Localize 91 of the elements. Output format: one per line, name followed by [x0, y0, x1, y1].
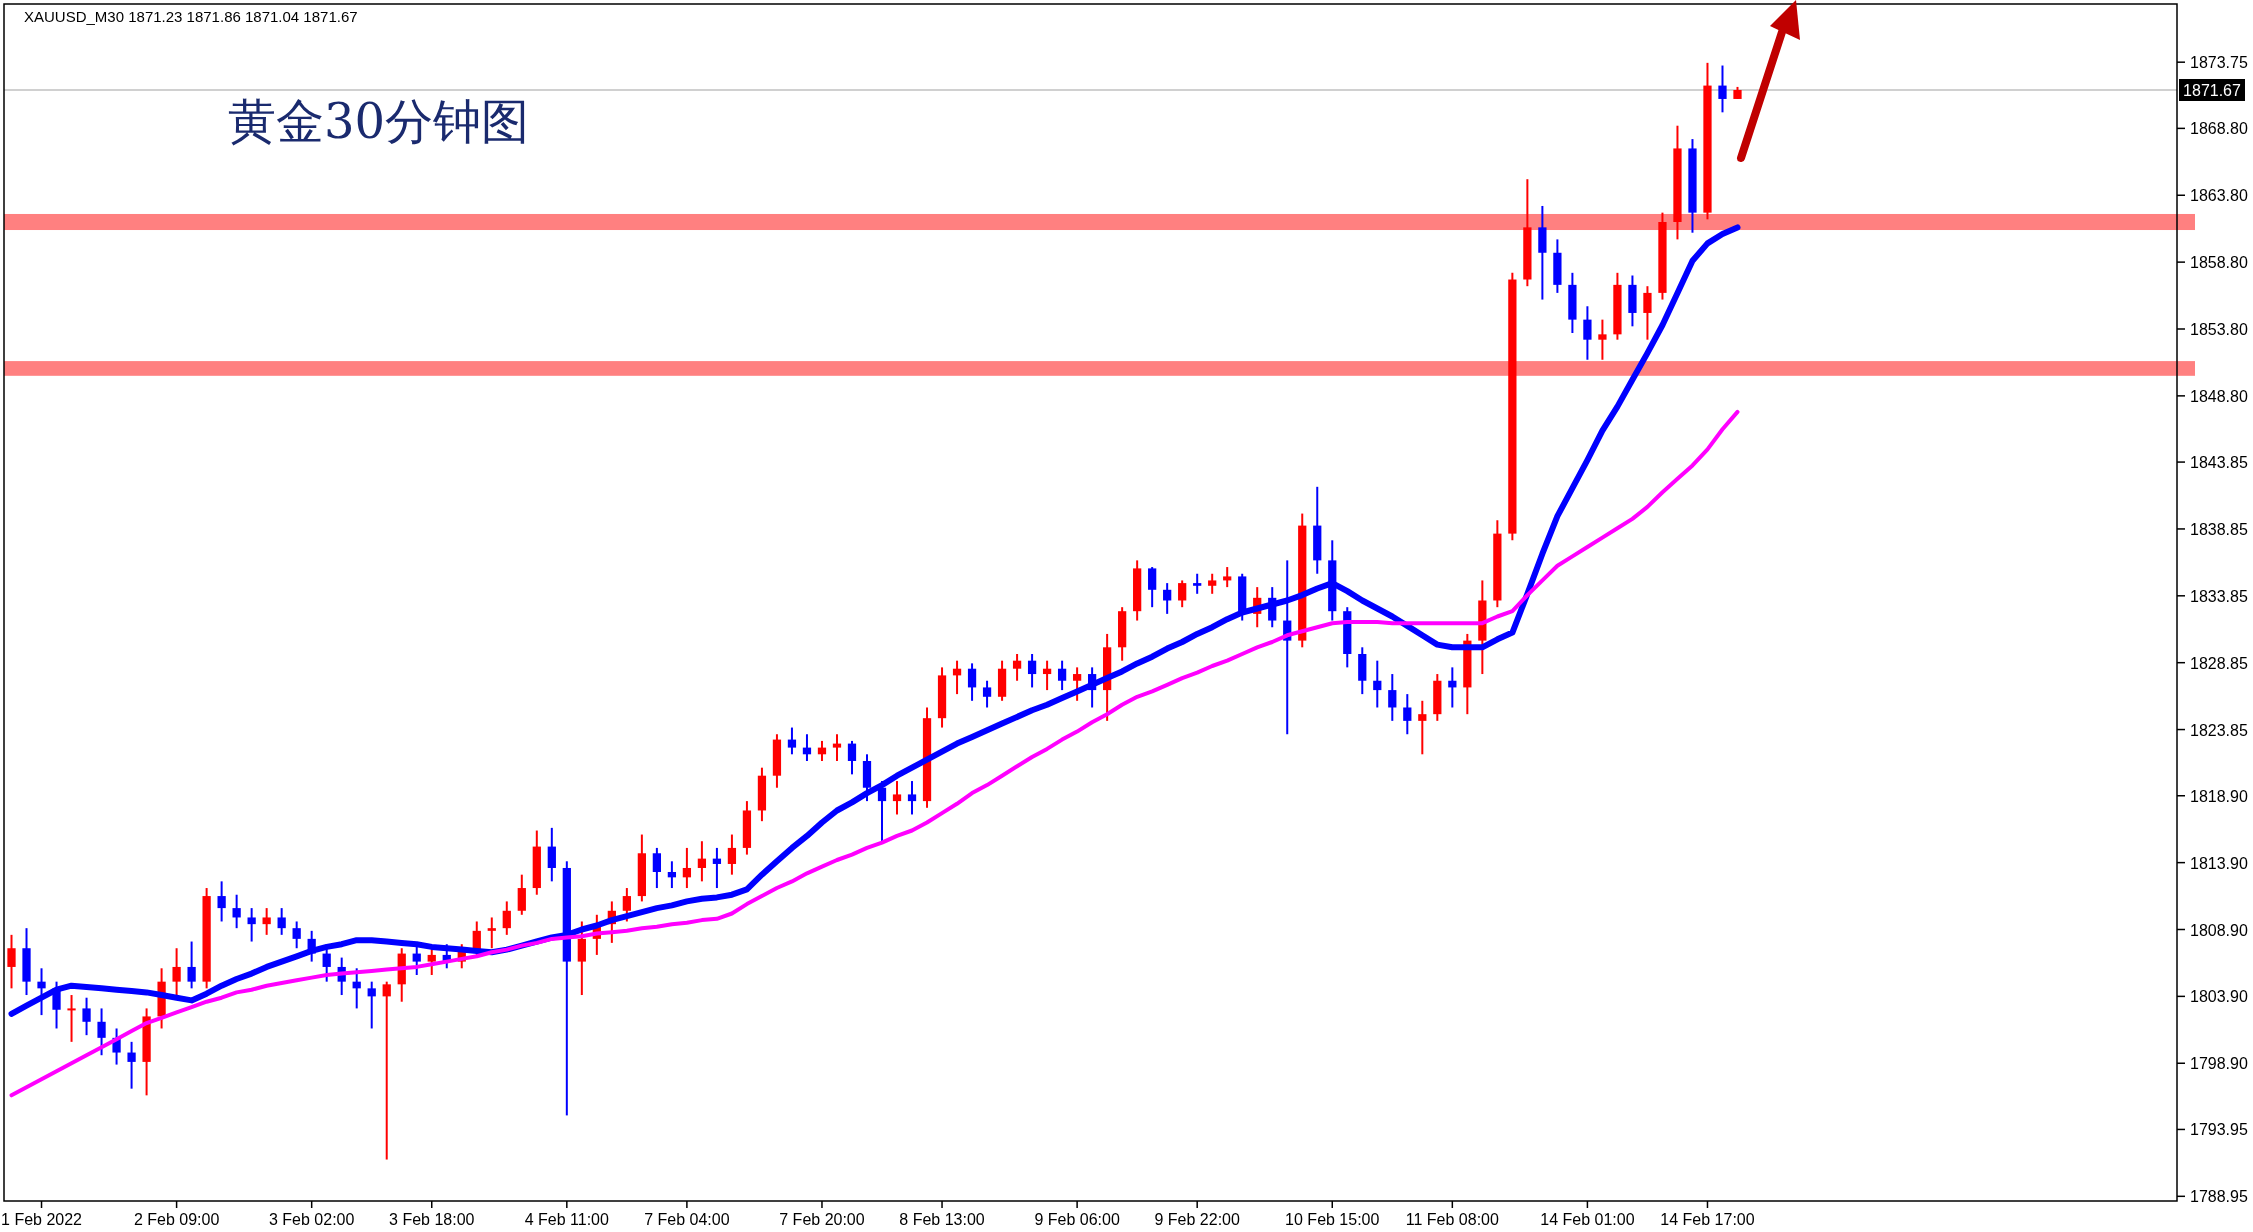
- candlestick: [7, 933, 16, 990]
- candlestick: [1718, 64, 1727, 114]
- candlestick: [82, 996, 91, 1037]
- candlestick: [1178, 579, 1187, 609]
- ref-line-label: 1871.67: [2183, 82, 2242, 99]
- candlestick: [487, 916, 496, 950]
- candlestick: [1598, 318, 1607, 361]
- y-tick-label: 1798.90: [2190, 1055, 2248, 1073]
- y-tick-label: 1838.85: [2190, 520, 2248, 538]
- y-tick-label: 1868.80: [2190, 120, 2248, 138]
- candlestick: [67, 994, 76, 1043]
- candlestick: [1373, 659, 1382, 709]
- candlestick: [1163, 582, 1172, 615]
- y-tick-label: 1833.85: [2190, 587, 2248, 605]
- candlestick: [787, 726, 797, 756]
- y-tick-label: 1788.95: [2190, 1188, 2248, 1206]
- y-tick-label: 1813.90: [2190, 854, 2248, 872]
- y-tick-label: 1858.80: [2190, 254, 2248, 272]
- y-tick-label: 1803.90: [2190, 988, 2248, 1006]
- candlestick: [277, 907, 286, 936]
- x-tick-label: 1 Feb 2022: [1, 1211, 83, 1228]
- candlestick: [97, 1007, 106, 1057]
- y-tick-label: 1793.95: [2190, 1121, 2248, 1139]
- x-tick-label: 8 Feb 13:00: [899, 1211, 985, 1228]
- candlestick: [682, 846, 692, 890]
- x-tick-label: 2 Feb 09:00: [133, 1211, 220, 1228]
- candlestick: [832, 733, 842, 762]
- x-tick-label: 14 Feb 01:00: [1540, 1211, 1635, 1228]
- candlestick: [1418, 699, 1427, 756]
- y-tick-label: 1863.80: [2190, 187, 2248, 205]
- candlestick: [247, 907, 256, 943]
- candlestick: [1193, 572, 1202, 595]
- line-series: [9, 409, 1740, 1098]
- candlestick: [667, 860, 677, 890]
- x-tick-label: 4 Feb 11:00: [524, 1211, 610, 1228]
- candlestick: [1012, 652, 1022, 682]
- candlestick: [712, 846, 722, 890]
- y-tick-label: 1848.80: [2190, 387, 2248, 405]
- candlestick: [502, 900, 511, 936]
- y-tick-label: 1873.75: [2190, 54, 2248, 72]
- x-tick-label: 3 Feb 18:00: [389, 1211, 475, 1228]
- candlestick: [367, 980, 376, 1030]
- candlestick: [1583, 305, 1592, 361]
- candlestick: [322, 947, 331, 983]
- candlestick: [1223, 566, 1232, 589]
- candlestick: [172, 947, 181, 997]
- candlestick: [292, 920, 301, 950]
- candlestick: [1148, 566, 1157, 609]
- candlestick: [1072, 666, 1082, 702]
- x-tick-label: 11 Feb 08:00: [1405, 1211, 1499, 1228]
- candlestick: [622, 887, 631, 923]
- y-tick-label: 1828.85: [2190, 654, 2248, 672]
- candlestick: [547, 826, 556, 883]
- candlestick: [652, 846, 661, 890]
- x-tick-label: 7 Feb 20:00: [779, 1211, 865, 1228]
- candlestick: [907, 780, 917, 816]
- y-tick-label: 1823.85: [2190, 721, 2248, 739]
- x-tick-label: 9 Feb 06:00: [1034, 1211, 1120, 1228]
- candlestick: [727, 833, 737, 876]
- candlestick: [1057, 659, 1067, 692]
- candlestick: [232, 893, 241, 930]
- candlestick: [967, 662, 977, 702]
- candlestick: [127, 1040, 136, 1090]
- candlestick: [382, 980, 391, 1161]
- candlestick: [1042, 659, 1052, 692]
- candlestick: [892, 780, 902, 816]
- x-tick-label: 9 Feb 22:00: [1154, 1211, 1240, 1228]
- candlestick: [1388, 673, 1397, 722]
- candlestick: [1403, 693, 1412, 736]
- candlestick: [982, 679, 992, 709]
- y-tick-label: 1818.90: [2190, 787, 2248, 805]
- candlestick: [1027, 652, 1037, 689]
- x-tick-label: 7 Feb 04:00: [644, 1211, 730, 1228]
- y-tick-label: 1808.90: [2190, 921, 2248, 939]
- candlestick: [1208, 572, 1217, 595]
- x-tick-label: 14 Feb 17:00: [1660, 1211, 1755, 1228]
- candlestick: [187, 940, 196, 990]
- candlestick: [517, 873, 526, 916]
- x-tick-label: 3 Feb 02:00: [268, 1211, 355, 1228]
- annotation: XAUUSD_M30 1871.23 1871.86 1871.04 1871.67: [24, 8, 358, 25]
- candlestick: [217, 880, 226, 923]
- candlestick: [847, 739, 857, 776]
- y-tick-label: 1853.80: [2190, 321, 2248, 338]
- text: 黄金30分钟图: [228, 93, 530, 149]
- x-tick-label: 10 Feb 15:00: [1285, 1211, 1380, 1228]
- candlestick: [262, 907, 271, 936]
- candlestick: [1643, 285, 1652, 341]
- candlestick: [697, 840, 707, 883]
- candlestick: [577, 920, 586, 997]
- candlestick: [427, 947, 436, 976]
- y-tick-label: 1843.85: [2190, 454, 2248, 472]
